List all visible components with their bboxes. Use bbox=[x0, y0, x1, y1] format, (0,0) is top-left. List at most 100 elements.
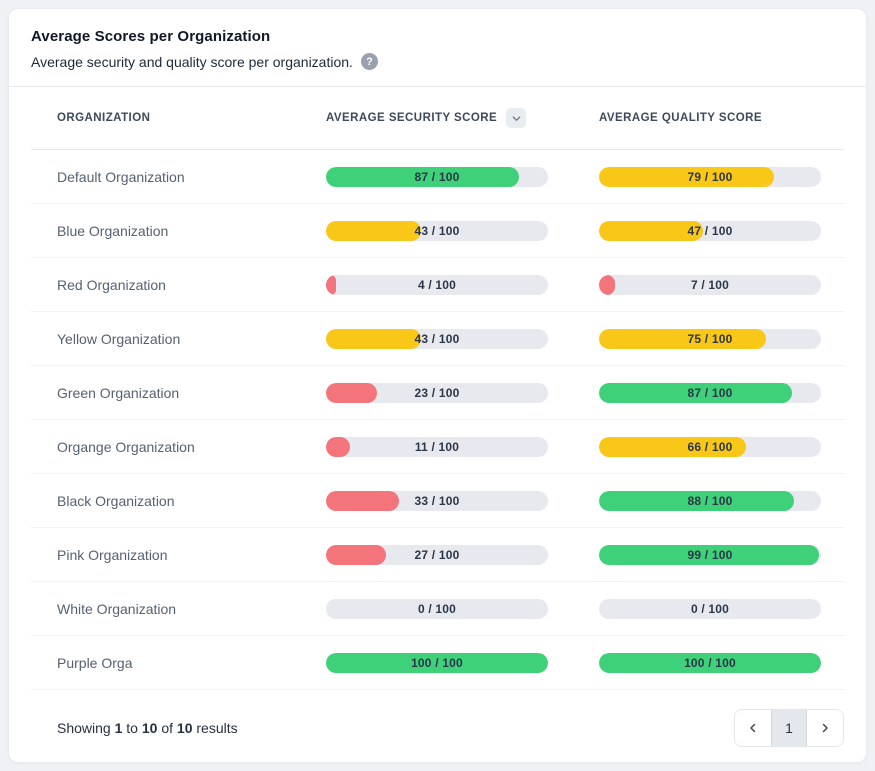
score-bar-fill bbox=[326, 328, 422, 349]
score-bar-label: 79 / 100 bbox=[687, 169, 733, 184]
score-bar-label: 87 / 100 bbox=[687, 385, 733, 400]
security-score-bar: 27 / 100 bbox=[326, 544, 548, 565]
score-bar-label: 100 / 100 bbox=[684, 655, 736, 670]
score-bar-fill bbox=[599, 544, 819, 565]
header-divider bbox=[9, 86, 866, 87]
quality-score-bar: 79 / 100 bbox=[599, 166, 821, 187]
pagination-prev-button[interactable] bbox=[735, 709, 771, 746]
organization-name: Green Organization bbox=[57, 384, 180, 401]
score-bar-fill bbox=[326, 166, 520, 187]
score-bar-label: 66 / 100 bbox=[687, 439, 733, 454]
quality-score-bar: 75 / 100 bbox=[599, 328, 821, 349]
quality-score-bar: 66 / 100 bbox=[599, 436, 821, 457]
table-row: Blue Organization 43 / 100 47 / 100 bbox=[31, 204, 844, 258]
column-header-label: ORGANIZATION bbox=[57, 112, 151, 124]
security-score-bar: 87 / 100 bbox=[326, 166, 548, 187]
score-bar-label: 87 / 100 bbox=[414, 169, 460, 184]
score-bar-fill bbox=[599, 274, 615, 295]
security-score-cell: 0 / 100 bbox=[326, 598, 599, 619]
organization-name: Blue Organization bbox=[57, 222, 169, 239]
page-title: Average Scores per Organization bbox=[31, 28, 271, 45]
organization-name: Organge Organization bbox=[57, 438, 195, 455]
security-score-bar: 43 / 100 bbox=[326, 220, 548, 241]
column-header-label: AVERAGE QUALITY SCORE bbox=[599, 112, 763, 124]
security-score-bar: 4 / 100 bbox=[326, 274, 548, 295]
score-bar-label: 0 / 100 bbox=[690, 601, 730, 616]
score-bar-label: 23 / 100 bbox=[414, 385, 460, 400]
column-header-organization[interactable]: ORGANIZATION bbox=[31, 112, 326, 124]
security-score-cell: 100 / 100 bbox=[326, 652, 599, 673]
score-bar-fill bbox=[599, 220, 704, 241]
organization-name: Purple Orga bbox=[57, 654, 133, 671]
security-score-cell: 4 / 100 bbox=[326, 274, 599, 295]
score-bar-label: 43 / 100 bbox=[414, 331, 460, 346]
pagination-next-button[interactable] bbox=[807, 709, 843, 746]
quality-score-cell: 7 / 100 bbox=[599, 274, 844, 295]
score-bar-fill bbox=[599, 328, 766, 349]
score-bar-fill bbox=[599, 166, 775, 187]
score-bar-label: 27 / 100 bbox=[414, 547, 460, 562]
security-score-cell: 87 / 100 bbox=[326, 166, 599, 187]
security-score-bar: 33 / 100 bbox=[326, 490, 548, 511]
organization-name: Red Organization bbox=[57, 276, 166, 293]
score-bar-fill bbox=[326, 220, 422, 241]
quality-score-cell: 88 / 100 bbox=[599, 490, 844, 511]
score-bar-label: 47 / 100 bbox=[687, 223, 733, 238]
score-bar-fill bbox=[326, 382, 378, 403]
help-icon[interactable]: ? bbox=[360, 53, 378, 70]
score-bar-fill bbox=[599, 382, 793, 403]
quality-score-cell: 100 / 100 bbox=[599, 652, 844, 673]
average-scores-card: Average Scores per Organization Average … bbox=[8, 8, 867, 763]
score-bar-label: 4 / 100 bbox=[417, 277, 457, 292]
organization-name: White Organization bbox=[57, 600, 177, 617]
quality-score-bar: 0 / 100 bbox=[599, 598, 821, 619]
quality-score-cell: 99 / 100 bbox=[599, 544, 844, 565]
score-bar-label: 99 / 100 bbox=[687, 547, 733, 562]
quality-score-bar: 7 / 100 bbox=[599, 274, 821, 295]
organization-name: Yellow Organization bbox=[57, 330, 181, 347]
score-bar-label: 11 / 100 bbox=[414, 439, 460, 454]
security-score-cell: 43 / 100 bbox=[326, 328, 599, 349]
security-score-bar: 23 / 100 bbox=[326, 382, 548, 403]
score-bar-label: 43 / 100 bbox=[414, 223, 460, 238]
score-bar-label: 88 / 100 bbox=[687, 493, 733, 508]
column-header-label: AVERAGE SECURITY SCORE bbox=[326, 112, 498, 124]
organization-name: Black Organization bbox=[57, 492, 175, 509]
scores-table: ORGANIZATION AVERAGE SECURITY SCORE AVER… bbox=[31, 87, 844, 693]
column-header-quality-score[interactable]: AVERAGE QUALITY SCORE bbox=[599, 112, 844, 124]
security-score-bar: 43 / 100 bbox=[326, 328, 548, 349]
table-row: Green Organization 23 / 100 87 / 100 bbox=[31, 366, 844, 420]
security-score-cell: 11 / 100 bbox=[326, 436, 599, 457]
score-bar-fill bbox=[599, 490, 795, 511]
quality-score-cell: 79 / 100 bbox=[599, 166, 844, 187]
column-header-security-score[interactable]: AVERAGE SECURITY SCORE bbox=[326, 108, 599, 128]
score-bar-fill bbox=[326, 274, 336, 295]
table-body: Default Organization 87 / 100 79 / 100 B… bbox=[31, 150, 844, 690]
organization-name: Pink Organization bbox=[57, 546, 168, 563]
score-bar-label: 100 / 100 bbox=[411, 655, 463, 670]
score-bar-fill bbox=[599, 436, 746, 457]
chevron-down-icon bbox=[512, 115, 521, 121]
quality-score-cell: 87 / 100 bbox=[599, 382, 844, 403]
table-row: Red Organization 4 / 100 7 / 100 bbox=[31, 258, 844, 312]
security-score-bar: 0 / 100 bbox=[326, 598, 548, 619]
score-bar-label: 33 / 100 bbox=[414, 493, 460, 508]
quality-score-cell: 66 / 100 bbox=[599, 436, 844, 457]
table-row: White Organization 0 / 100 0 / 100 bbox=[31, 582, 844, 636]
quality-score-bar: 100 / 100 bbox=[599, 652, 821, 673]
quality-score-cell: 75 / 100 bbox=[599, 328, 844, 349]
page-subtitle: Average security and quality score per o… bbox=[31, 53, 353, 70]
security-score-bar: 100 / 100 bbox=[326, 652, 548, 673]
quality-score-cell: 47 / 100 bbox=[599, 220, 844, 241]
pagination-page-button[interactable]: 1 bbox=[771, 709, 807, 746]
organization-name: Default Organization bbox=[57, 168, 185, 185]
table-row: Yellow Organization 43 / 100 75 / 100 bbox=[31, 312, 844, 366]
sort-button[interactable] bbox=[506, 108, 527, 128]
table-row: Organge Organization 11 / 100 66 / 100 bbox=[31, 420, 844, 474]
score-bar-fill bbox=[599, 652, 821, 673]
score-bar-fill bbox=[326, 544, 386, 565]
table-row: Default Organization 87 / 100 79 / 100 bbox=[31, 150, 844, 204]
table-row: Black Organization 33 / 100 88 / 100 bbox=[31, 474, 844, 528]
score-bar-fill bbox=[326, 436, 351, 457]
security-score-cell: 33 / 100 bbox=[326, 490, 599, 511]
